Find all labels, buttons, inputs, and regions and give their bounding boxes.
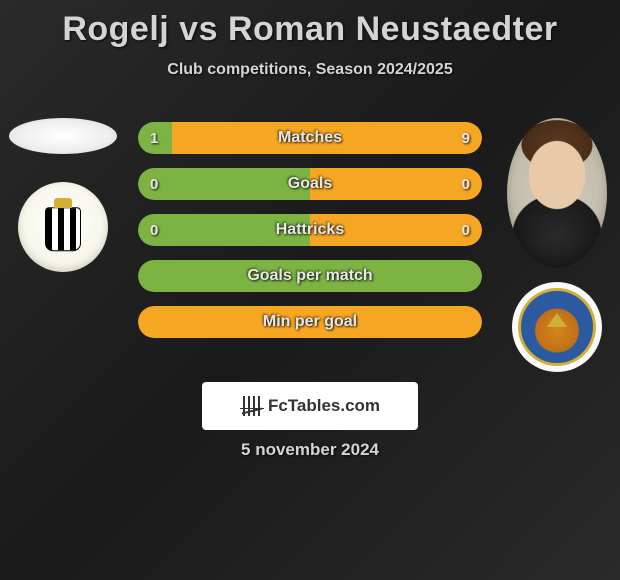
chart-icon bbox=[240, 396, 264, 416]
stat-label: Hattricks bbox=[138, 221, 482, 239]
stat-bar: Goals per match bbox=[138, 260, 482, 292]
watermark-text: FcTables.com bbox=[268, 396, 380, 416]
stat-bar: 00Hattricks bbox=[138, 214, 482, 246]
stat-label: Matches bbox=[138, 129, 482, 147]
stat-bar: 19Matches bbox=[138, 122, 482, 154]
comparison-bars: 19Matches 00Goals 00Hattricks Goals per mat… bbox=[138, 122, 482, 352]
subtitle: Club competitions, Season 2024/2025 bbox=[0, 61, 620, 79]
club-badge-right bbox=[512, 282, 602, 372]
watermark: FcTables.com bbox=[202, 382, 418, 430]
left-player-column bbox=[8, 118, 118, 272]
stat-bar: 00Goals bbox=[138, 168, 482, 200]
stat-label: Min per goal bbox=[138, 313, 482, 331]
stat-label: Goals bbox=[138, 175, 482, 193]
stat-label: Goals per match bbox=[138, 267, 482, 285]
right-player-column bbox=[502, 118, 612, 372]
page-title: Rogelj vs Roman Neustaedter bbox=[0, 0, 620, 49]
club-badge-left bbox=[18, 182, 108, 272]
date-text: 5 november 2024 bbox=[0, 440, 620, 460]
stat-bar: Min per goal bbox=[138, 306, 482, 338]
player-avatar-right bbox=[507, 118, 607, 268]
player-avatar-left bbox=[9, 118, 117, 154]
